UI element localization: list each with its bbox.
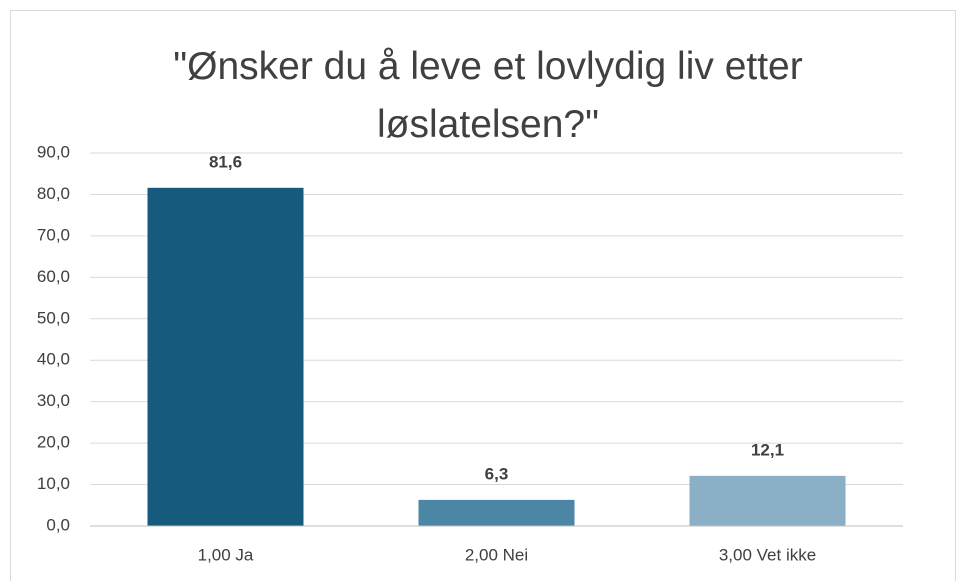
bar: [147, 187, 304, 526]
y-tick-label: 0,0: [46, 515, 70, 534]
bar: [689, 475, 846, 526]
y-tick-label: 50,0: [37, 308, 70, 327]
x-tick-label: 3,00 Vet ikke: [719, 545, 816, 564]
x-tick-label: 2,00 Nei: [465, 545, 528, 564]
y-tick-label: 20,0: [37, 433, 70, 452]
data-label: 6,3: [485, 464, 509, 483]
y-tick-label: 90,0: [37, 142, 70, 161]
chart-title: "Ønsker du å leve et lovlydig liv etter …: [173, 45, 803, 146]
y-tick-label: 40,0: [37, 350, 70, 369]
y-tick-label: 80,0: [37, 184, 70, 203]
y-tick-label: 70,0: [37, 225, 70, 244]
y-tick-label: 60,0: [37, 267, 70, 286]
data-label: 81,6: [209, 152, 242, 171]
x-tick-label: 1,00 Ja: [198, 545, 254, 564]
y-tick-label: 10,0: [37, 474, 70, 493]
bar: [418, 499, 575, 526]
y-tick-label: 30,0: [37, 391, 70, 410]
data-label: 12,1: [751, 440, 784, 459]
